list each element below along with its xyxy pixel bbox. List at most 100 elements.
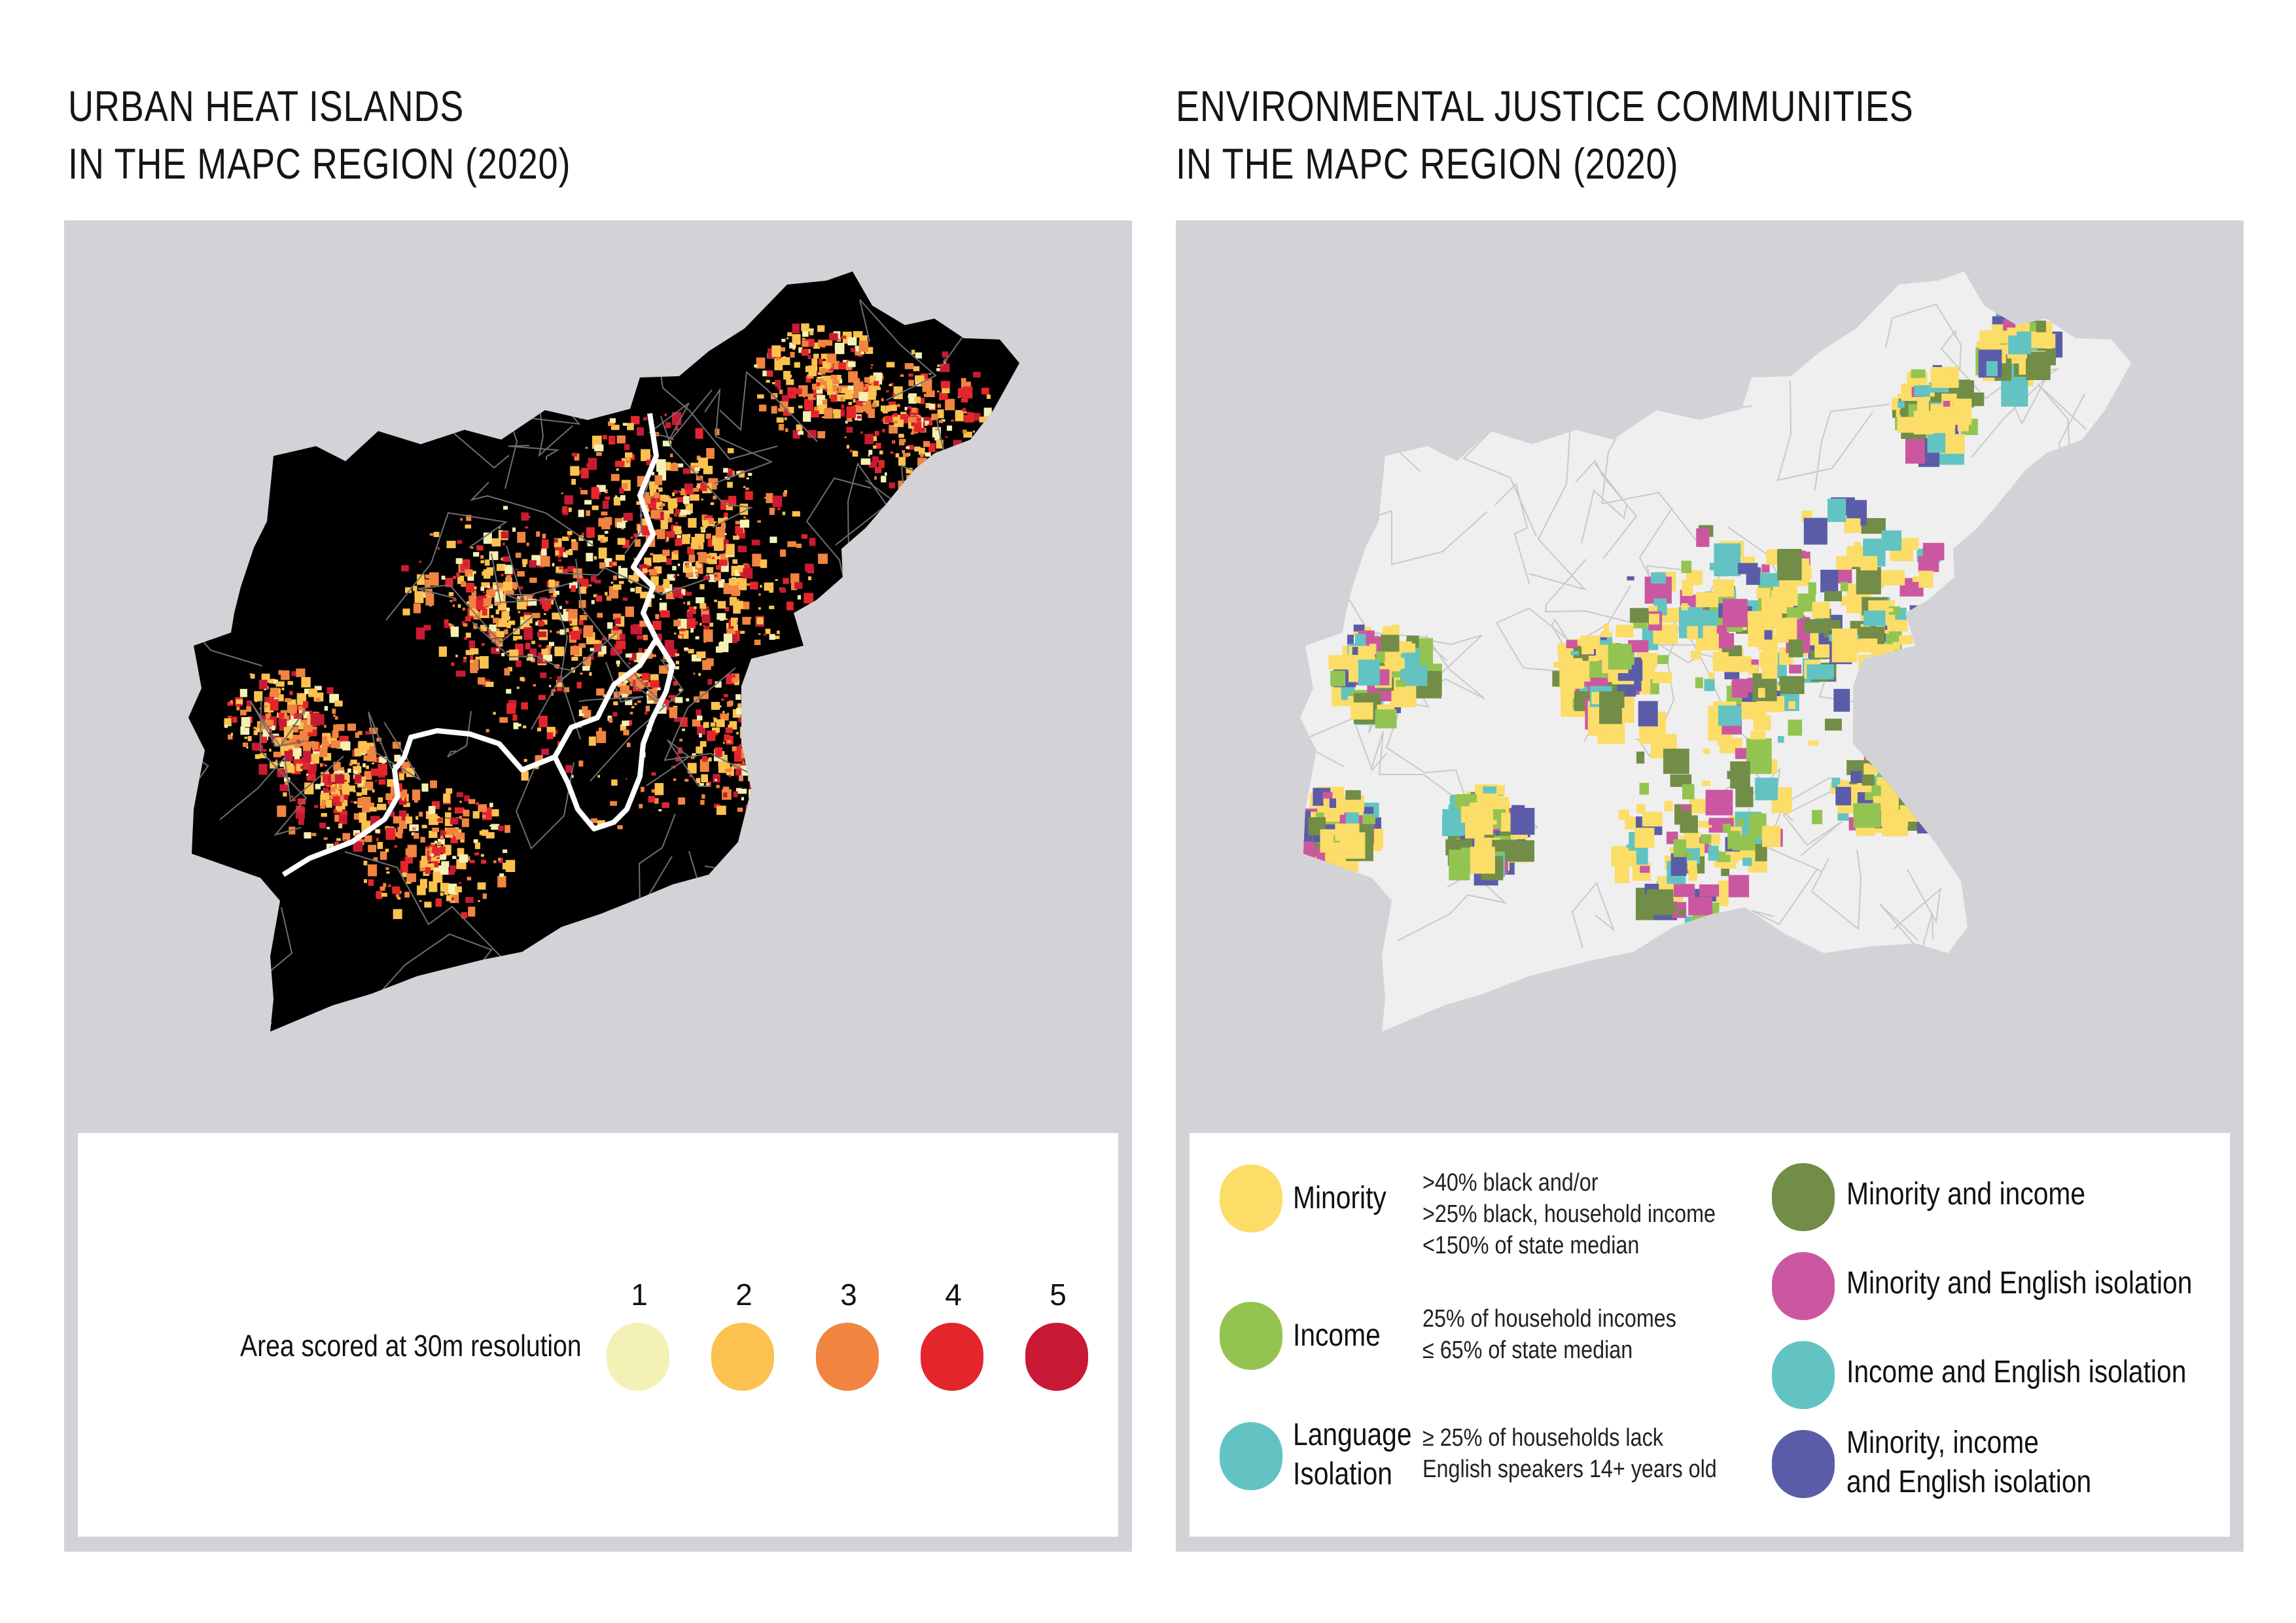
heat-spot bbox=[380, 851, 387, 860]
heat-spot bbox=[520, 676, 524, 681]
heat-spot bbox=[665, 531, 673, 538]
heat-spot bbox=[421, 783, 429, 792]
heat-spot bbox=[428, 806, 436, 814]
heat-spot bbox=[446, 788, 453, 794]
heat-spot bbox=[613, 701, 618, 706]
heat-spot bbox=[480, 555, 484, 559]
heat-spot bbox=[357, 797, 365, 806]
heat-spot bbox=[848, 371, 858, 383]
heat-spot bbox=[385, 867, 389, 870]
ej-block bbox=[1581, 644, 1595, 655]
heat-spot bbox=[320, 782, 325, 786]
heat-spot bbox=[673, 462, 677, 466]
heat-spot bbox=[470, 663, 478, 673]
heat-spot bbox=[597, 612, 603, 618]
heat-spot bbox=[536, 531, 540, 537]
heat-spot bbox=[327, 827, 330, 829]
heat-spot bbox=[315, 697, 321, 702]
ej-block bbox=[1673, 839, 1687, 858]
ej-blocks-layer bbox=[1300, 306, 2063, 941]
heat-spot bbox=[696, 709, 701, 716]
heat-spot bbox=[300, 765, 304, 769]
heat-spot bbox=[541, 748, 549, 755]
heat-spot bbox=[353, 766, 362, 773]
heat-spot bbox=[492, 582, 499, 589]
heat-spot bbox=[723, 539, 729, 544]
heat-spot bbox=[857, 415, 862, 419]
heat-spot bbox=[501, 557, 504, 561]
heat-spot bbox=[584, 500, 592, 505]
heat-spot bbox=[726, 627, 735, 635]
heat-spot bbox=[472, 811, 480, 819]
heat-spot bbox=[601, 511, 608, 515]
heat-spot bbox=[236, 706, 240, 710]
ej-block bbox=[1579, 686, 1588, 693]
heat-spot bbox=[240, 709, 247, 716]
ej-block bbox=[1607, 671, 1618, 682]
heat-spot bbox=[680, 492, 684, 495]
town-boundary-line bbox=[1544, 559, 1644, 626]
heat-spot bbox=[633, 659, 637, 663]
ej-block bbox=[1580, 635, 1600, 647]
heat-spot bbox=[580, 672, 583, 675]
heat-spot bbox=[678, 635, 682, 638]
heat-spot bbox=[603, 694, 606, 697]
ej-block bbox=[1775, 685, 1780, 691]
minority-income-english-line1: Minority, income bbox=[1846, 1425, 2039, 1460]
heat-spot bbox=[457, 540, 463, 544]
heat-spot bbox=[498, 620, 508, 627]
heat-spot bbox=[983, 408, 992, 417]
heat-spot bbox=[669, 707, 678, 718]
heat-spot bbox=[666, 537, 669, 541]
heat-spot bbox=[783, 578, 789, 584]
heat-spot bbox=[616, 435, 626, 444]
heat-spot bbox=[361, 788, 368, 795]
ej-block bbox=[1669, 846, 1677, 852]
ej-block bbox=[1689, 799, 1706, 814]
heat-spot bbox=[717, 601, 726, 609]
heat-spot bbox=[613, 625, 619, 631]
heat-spot bbox=[758, 633, 761, 635]
heat-spot bbox=[491, 638, 496, 643]
heat-spot bbox=[489, 824, 492, 827]
heat-spot bbox=[936, 440, 944, 449]
heat-spot bbox=[744, 564, 751, 570]
heat-spot bbox=[523, 627, 533, 640]
minority-description: >40% black and/or >25% black, household … bbox=[1422, 1167, 1716, 1261]
heat-spot bbox=[342, 800, 348, 807]
heat-spot bbox=[465, 650, 474, 655]
heat-spot bbox=[469, 860, 475, 864]
heat-spot bbox=[579, 487, 582, 490]
heat-spot bbox=[885, 390, 889, 393]
urban-heat-map bbox=[64, 220, 1132, 1128]
heat-spot bbox=[467, 601, 471, 604]
heat-spot bbox=[913, 421, 922, 432]
heat-spot bbox=[650, 680, 660, 688]
heat-spot bbox=[736, 708, 742, 715]
heat-spot bbox=[498, 826, 504, 831]
heat-spot bbox=[748, 472, 752, 476]
heat-spot bbox=[702, 624, 705, 627]
ej-block bbox=[1756, 587, 1771, 599]
ej-block bbox=[1470, 846, 1495, 874]
heat-spot bbox=[516, 568, 518, 570]
ej-block bbox=[1708, 672, 1715, 680]
heat-spot bbox=[652, 554, 660, 563]
heat-spot bbox=[694, 606, 697, 609]
heat-spot bbox=[725, 727, 733, 733]
ej-block bbox=[1616, 625, 1634, 638]
heat-spot bbox=[455, 558, 463, 565]
heat-spot bbox=[311, 741, 319, 750]
heat-spot bbox=[737, 746, 745, 754]
heat-spot bbox=[332, 708, 336, 714]
ej-block bbox=[1764, 630, 1773, 640]
ej-block bbox=[1892, 642, 1901, 650]
heat-spot bbox=[837, 375, 841, 380]
heat-spot bbox=[444, 623, 450, 628]
heat-spot bbox=[554, 538, 562, 548]
heat-spot bbox=[780, 549, 786, 557]
ej-block bbox=[1682, 580, 1693, 597]
heat-spot bbox=[549, 677, 552, 679]
heat-spot bbox=[739, 473, 744, 478]
heat-spot bbox=[838, 362, 849, 370]
